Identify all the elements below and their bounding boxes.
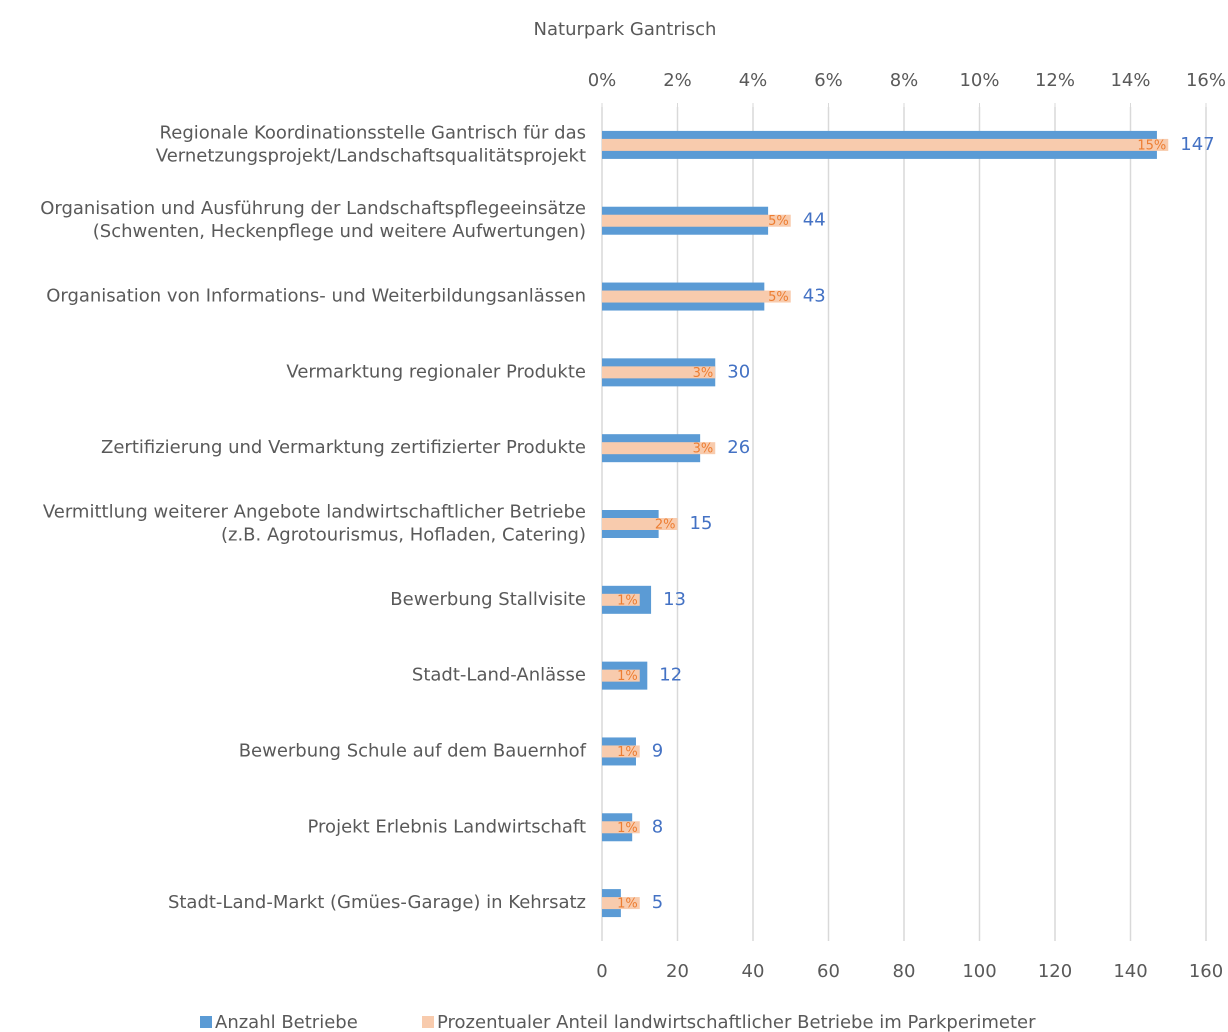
legend-label: Anzahl Betriebe [215,1012,358,1032]
legend-label: Prozentualer Anteil landwirtschaftlicher… [437,1012,1036,1032]
x-tick-label: 20 [666,961,689,982]
value-label: 5% [768,214,789,229]
x2-tick-label: 16% [1186,70,1226,91]
bar [602,442,716,455]
value-label: 3% [693,366,714,381]
category-line: Regionale Koordinationsstelle Gantrisch … [160,122,586,143]
chart-title: Naturpark Gantrisch [534,19,717,40]
x-tick-label: 160 [1189,961,1223,982]
x-tick-label: 80 [893,961,916,982]
bar [602,897,640,910]
bar [602,366,716,379]
category-line: Stadt-Land-Markt (Gmües-Garage) in Kehrs… [168,892,586,913]
category-label: Stadt-Land-Markt (Gmües-Garage) in Kehrs… [168,892,586,913]
category-line: Bewerbung Schule auf dem Bauernhof [239,740,587,761]
x-tick-label: 40 [742,961,765,982]
x2-tick-label: 12% [1035,70,1075,91]
category-label: Organisation und Ausführung der Landscha… [40,198,586,242]
value-label: 1% [617,821,638,836]
x-tick-label: 0 [596,961,607,982]
category-label: Vermarktung regionaler Produkte [286,361,586,382]
legend-swatch [200,1016,212,1028]
category-label: Bewerbung Stallvisite [390,589,586,610]
category-label: Regionale Koordinationsstelle Gantrisch … [156,122,586,166]
value-label: 1% [617,593,638,608]
category-line: (Schwenten, Heckenpflege und weitere Auf… [93,221,586,242]
x-tick-label: 140 [1113,961,1147,982]
category-line: Projekt Erlebnis Landwirtschaft [308,816,586,837]
bar [602,593,640,606]
bar [602,290,791,303]
bar [602,745,640,758]
x-tick-label: 60 [817,961,840,982]
category-label: Bewerbung Schule auf dem Bauernhof [239,740,587,761]
value-label: 44 [803,210,826,231]
x-tick-label: 120 [1038,961,1072,982]
value-label: 30 [727,361,750,382]
category-line: Zertifizierung und Vermarktung zertifizi… [101,437,586,458]
x2-tick-label: 4% [739,70,768,91]
category-line: Stadt-Land-Anlässe [412,665,586,686]
category-line: Organisation und Ausführung der Landscha… [40,198,586,219]
bar [602,669,640,682]
bar [602,214,791,227]
value-label: 8 [652,816,663,837]
value-label: 1% [617,669,638,684]
bar [602,518,678,530]
x2-tick-label: 6% [814,70,843,91]
value-label: 5 [652,892,663,913]
value-label: 26 [727,437,750,458]
value-label: 12 [659,665,682,686]
x2-tick-label: 0% [588,70,617,91]
category-label: Projekt Erlebnis Landwirtschaft [308,816,586,837]
value-label: 13 [663,589,686,610]
value-label: 15% [1137,138,1166,153]
x2-tick-label: 10% [959,70,999,91]
value-label: 5% [768,290,789,305]
category-line: Vermittlung weiterer Angebote landwirtsc… [43,502,586,523]
value-label: 9 [652,740,663,761]
category-label: Zertifizierung und Vermarktung zertifizi… [101,437,586,458]
category-label: Organisation von Informations- und Weite… [46,286,586,307]
x2-tick-label: 8% [890,70,919,91]
category-line: Vernetzungsprojekt/Landschaftsqualitätsp… [156,145,586,166]
value-label: 2% [655,518,676,533]
legend-swatch [422,1016,434,1028]
x2-tick-label: 2% [663,70,692,91]
value-label: 1% [617,897,638,912]
value-label: 43 [803,286,826,307]
value-label: 15 [690,513,713,534]
x-tick-label: 100 [962,961,996,982]
category-line: Bewerbung Stallvisite [390,589,586,610]
value-label: 3% [693,442,714,457]
bar [602,138,1169,151]
x2-tick-label: 14% [1110,70,1150,91]
category-line: Vermarktung regionaler Produkte [286,361,586,382]
bar [602,821,640,834]
value-label: 1% [617,745,638,760]
value-label: 147 [1180,134,1214,155]
category-line: (z.B. Agrotourismus, Hofladen, Catering) [221,525,586,546]
category-label: Vermittlung weiterer Angebote landwirtsc… [43,502,586,546]
category-line: Organisation von Informations- und Weite… [46,286,586,307]
category-label: Stadt-Land-Anlässe [412,665,586,686]
